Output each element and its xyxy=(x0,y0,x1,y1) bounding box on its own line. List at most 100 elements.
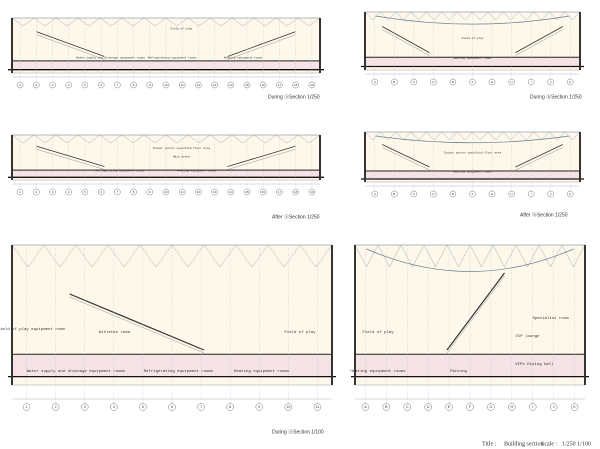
grid-bubble xyxy=(97,188,105,196)
grid-bubble xyxy=(547,190,554,198)
grid-bubble xyxy=(197,403,205,411)
stand-edge xyxy=(446,275,505,354)
grid-label: 9 xyxy=(258,405,260,409)
section-caption: After ⓐSection 1/250 xyxy=(272,213,320,220)
grid-label: 18 xyxy=(294,83,298,87)
room-label: Refrigerating equipment rooms xyxy=(95,169,144,173)
grid-bubble xyxy=(97,81,105,89)
room-label: Heating equipment rooms xyxy=(453,170,492,174)
grid-bubble xyxy=(567,190,574,198)
grid-bubble xyxy=(276,81,283,89)
stand-edge xyxy=(36,149,105,170)
grid-label: 12 xyxy=(197,190,201,194)
grid-bubble xyxy=(547,78,554,86)
title-block: Title : Building section Scale : 1/250 1… xyxy=(482,441,591,447)
grid-label: 5 xyxy=(84,190,86,194)
grid-bubble xyxy=(211,81,218,89)
room-label: Indoor sports specified floor area xyxy=(444,151,501,155)
grid-bubble xyxy=(16,81,24,89)
room-label: Heating equipment rooms xyxy=(177,169,216,173)
wall-left xyxy=(11,135,13,180)
grid-bubble xyxy=(243,188,251,196)
grid-label: 10 xyxy=(164,83,168,87)
grid-label: F xyxy=(472,80,474,84)
scale-label: Scale : xyxy=(541,441,557,447)
section-caption: During ⓐSection 1/100 xyxy=(272,428,324,435)
grid-bubble xyxy=(179,188,186,196)
grid-label: C xyxy=(413,80,416,84)
grid-bubble xyxy=(162,81,170,89)
room-label: Field of play xyxy=(284,330,316,335)
grid-label: 2 xyxy=(55,405,57,409)
grid-bubble xyxy=(81,81,89,89)
section-caption: During ⓑSection 1/250 xyxy=(530,93,582,100)
grid-label: G xyxy=(490,405,493,409)
grid-label: F xyxy=(472,192,474,196)
basement-band xyxy=(11,60,321,70)
stand-edge xyxy=(382,29,430,56)
grid-bubble xyxy=(179,81,186,89)
stand-edge xyxy=(69,296,205,354)
stand xyxy=(36,145,105,167)
wall-right xyxy=(584,245,586,385)
grid-bubble xyxy=(139,403,147,411)
grid-bubble xyxy=(410,78,418,86)
grid-bubble xyxy=(424,403,432,411)
arched-roof xyxy=(366,248,574,272)
grid-bubble xyxy=(469,78,476,86)
grid-label: I xyxy=(531,80,532,84)
grid-bubble xyxy=(361,403,370,411)
grid-bubble xyxy=(410,190,418,198)
stand-edge xyxy=(227,34,296,60)
room-label: Water supply and drainage equipment room… xyxy=(27,369,126,374)
grid-label: 11 xyxy=(181,190,184,194)
grid-bubble xyxy=(488,78,496,86)
grid-bubble xyxy=(488,190,496,198)
grid-label: 5 xyxy=(84,83,86,87)
grid-label: 4 xyxy=(113,405,115,409)
grid-label: C xyxy=(413,192,416,196)
room-label: Refrigerating equipment rooms xyxy=(148,55,197,59)
room-label: Heating equipment rooms xyxy=(234,369,290,374)
grid-label: 5 xyxy=(142,405,144,409)
room-label: Heating equipment rooms xyxy=(350,369,406,374)
grid-bubble xyxy=(570,403,579,411)
room-label: Field of play xyxy=(362,330,394,335)
grid-bubble xyxy=(276,188,283,196)
grid-label: K xyxy=(573,405,576,409)
stand-edge xyxy=(227,149,296,170)
grid-bubble xyxy=(227,188,235,196)
wall-left xyxy=(11,245,13,385)
grid-bubble xyxy=(508,78,515,86)
grid-bubble xyxy=(284,403,293,411)
grid-bubble xyxy=(313,403,322,411)
grid-label: H xyxy=(511,405,514,409)
grid-bubble xyxy=(549,403,558,411)
grid-label: I xyxy=(532,405,533,409)
grid-bubble xyxy=(16,188,24,196)
grid-label: F xyxy=(469,405,472,409)
grid-label: 8 xyxy=(133,190,135,194)
room-label: Specialist room xyxy=(532,316,569,321)
room-label: Field of play xyxy=(170,27,192,31)
grid-bubble xyxy=(391,190,398,198)
scale: 1/250 1/100 xyxy=(562,441,591,447)
stand-edge xyxy=(382,147,430,171)
grid-label: 18 xyxy=(294,190,298,194)
grid-label: 4 xyxy=(68,83,70,87)
grid-bubble xyxy=(449,190,457,198)
grid-label: H xyxy=(511,192,513,196)
grid-label: D xyxy=(432,80,435,84)
grid-label: 1 xyxy=(19,83,21,87)
title-label: Title : xyxy=(482,441,497,447)
room-label: Athletes room xyxy=(99,330,131,335)
stand-edge xyxy=(515,29,563,56)
grid-bubble xyxy=(81,188,89,196)
grid-label: 7 xyxy=(117,190,119,194)
grid-label: A xyxy=(364,405,367,409)
grid-bubble xyxy=(292,188,299,196)
stand-edge xyxy=(515,147,563,171)
room-label: Indoor sports specified floor area xyxy=(153,146,210,150)
grid-label: 12 xyxy=(197,83,201,87)
